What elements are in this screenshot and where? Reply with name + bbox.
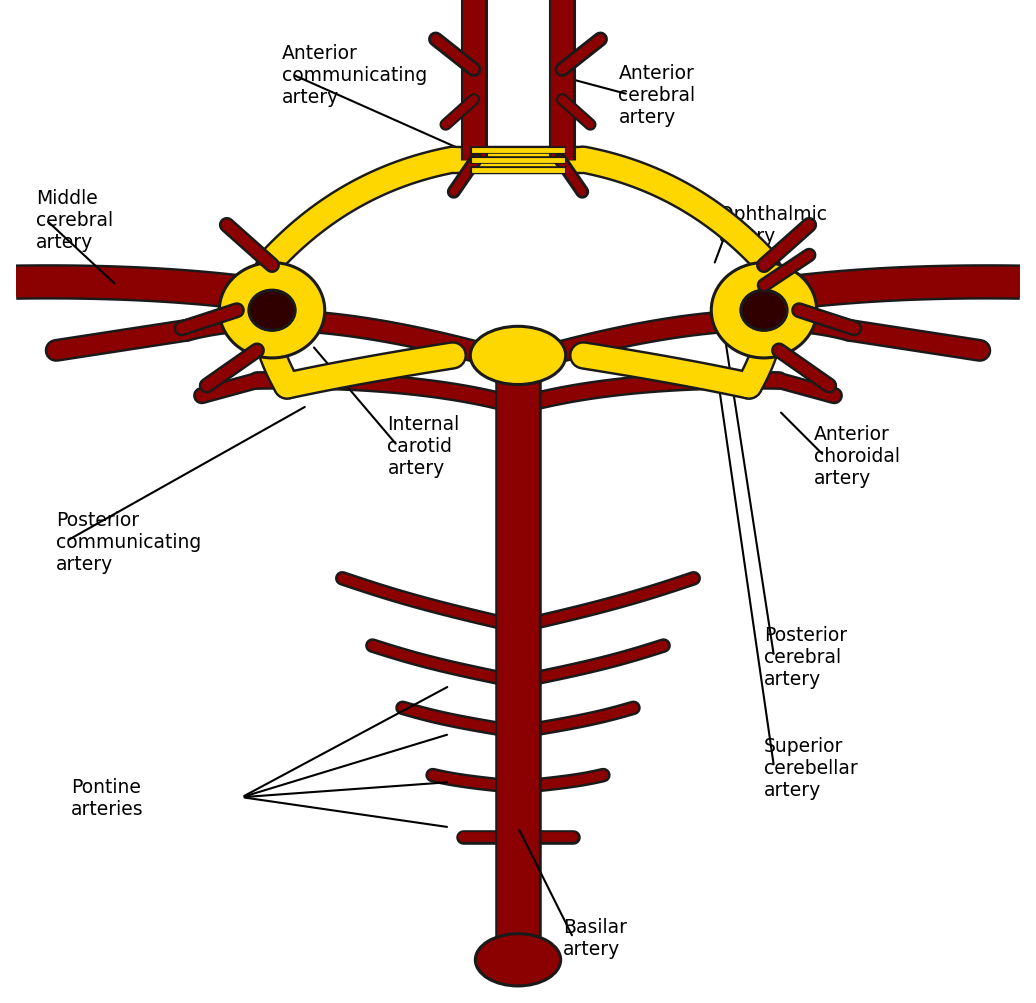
Text: Posterior
communicating
artery: Posterior communicating artery: [56, 511, 201, 573]
Ellipse shape: [741, 291, 787, 331]
Ellipse shape: [220, 264, 324, 358]
Text: Anterior
communicating
artery: Anterior communicating artery: [282, 44, 427, 106]
Ellipse shape: [249, 291, 295, 331]
Ellipse shape: [476, 934, 560, 986]
Text: Internal
carotid
artery: Internal carotid artery: [387, 415, 460, 477]
Text: Anterior
choroidal
artery: Anterior choroidal artery: [814, 425, 900, 487]
Text: Ophthalmic
artery: Ophthalmic artery: [719, 206, 827, 246]
Text: Pontine
arteries: Pontine arteries: [71, 777, 144, 817]
Ellipse shape: [470, 327, 566, 385]
Text: Superior
cerebellar
artery: Superior cerebellar artery: [764, 736, 858, 798]
Text: Middle
cerebral
artery: Middle cerebral artery: [36, 190, 113, 252]
Text: Anterior
cerebral
artery: Anterior cerebral artery: [618, 64, 695, 126]
Text: Basilar
artery: Basilar artery: [564, 918, 627, 958]
Ellipse shape: [712, 264, 816, 358]
Text: Posterior
cerebral
artery: Posterior cerebral artery: [764, 626, 847, 688]
